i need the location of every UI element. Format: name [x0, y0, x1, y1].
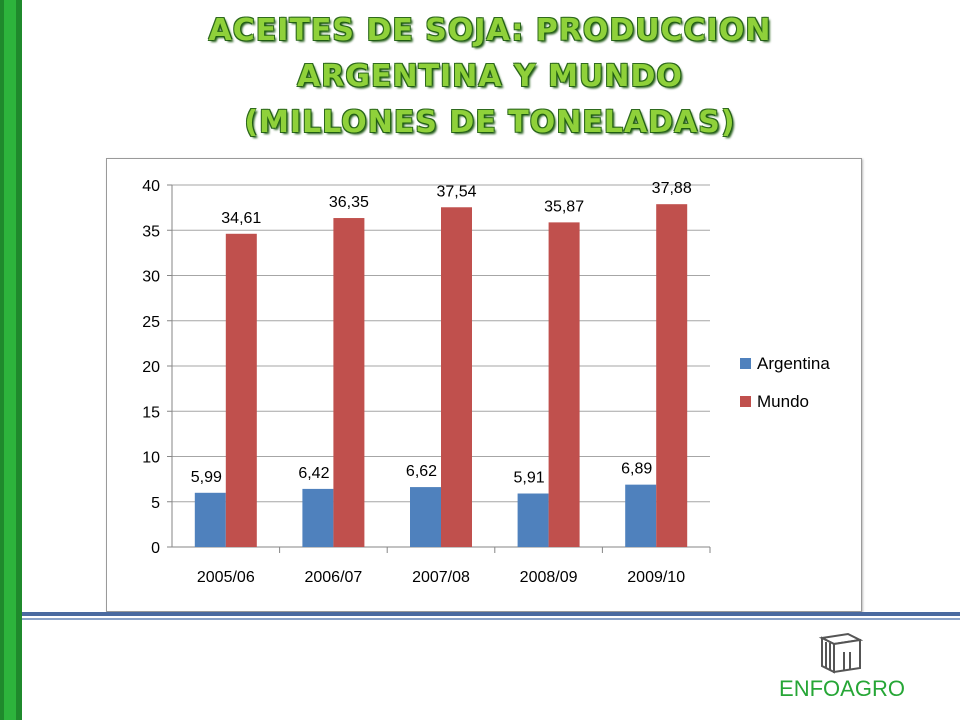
footer-rule [22, 612, 960, 616]
cube-icon [818, 632, 864, 674]
argentina-data-label: 5,91 [514, 470, 545, 487]
enfoagro-logo: ENFOAGRO [776, 630, 908, 710]
title-line-2: ARGENTINA Y MUNDO [297, 59, 683, 94]
y-tick-label: 25 [142, 314, 160, 331]
argentina-data-label: 5,99 [191, 469, 222, 486]
argentina-data-label: 6,42 [298, 465, 329, 482]
footer-rule-thin [22, 618, 960, 620]
x-tick-label: 2008/09 [520, 569, 578, 586]
argentina-bar [625, 484, 657, 547]
mundo-data-label: 35,87 [544, 198, 584, 215]
y-tick-label: 35 [142, 223, 160, 240]
title-line-3: (MILLONES DE TONELADAS) [244, 105, 736, 140]
chart-frame: 0 5 10 15 20 25 30 35 40 2005/06 5,99 34,61 2006/07 6… [106, 158, 862, 612]
mundo-bar [656, 204, 688, 547]
argentina-bar [194, 492, 226, 547]
argentina-bar [517, 493, 549, 547]
mundo-bar [225, 233, 257, 547]
legend-swatch-mundo [740, 396, 751, 407]
bar-chart: 0 5 10 15 20 25 30 35 40 2005/06 5,99 34,61 2006/07 6… [142, 178, 830, 586]
mundo-bar [333, 218, 365, 547]
mundo-bar [548, 222, 580, 547]
slide-title: ACEITES DE SOJA: PRODUCCION ARGENTINA Y … [120, 8, 860, 146]
mundo-data-label: 37,88 [652, 180, 692, 197]
mundo-data-label: 34,61 [221, 210, 261, 227]
argentina-bar [410, 487, 441, 547]
y-tick-label: 10 [142, 450, 160, 467]
title-line-1: ACEITES DE SOJA: PRODUCCION [208, 13, 772, 48]
x-tick-label: 2006/07 [304, 569, 362, 586]
mundo-data-label: 37,54 [436, 183, 476, 200]
mundo-data-label: 36,35 [329, 194, 369, 211]
left-accent-bar [0, 0, 22, 720]
y-tick-label: 0 [151, 540, 160, 557]
x-tick-label: 2009/10 [627, 569, 685, 586]
mundo-bar [441, 207, 472, 547]
x-tick-label: 2005/06 [197, 569, 255, 586]
argentina-data-label: 6,62 [406, 463, 437, 480]
logo-text: ENFOAGRO [779, 676, 905, 701]
y-tick-label: 40 [142, 178, 160, 195]
legend-swatch-argentina [740, 358, 751, 369]
x-tick-label: 2007/08 [412, 569, 470, 586]
y-tick-label: 20 [142, 359, 160, 376]
y-tick-label: 30 [142, 269, 160, 286]
left-accent-bar-inner [4, 0, 16, 720]
legend-label-argentina: Argentina [757, 354, 830, 373]
y-tick-label: 5 [151, 495, 160, 512]
legend-label-mundo: Mundo [757, 392, 809, 411]
argentina-data-label: 6,89 [621, 461, 652, 478]
argentina-bar [302, 488, 334, 547]
y-tick-label: 15 [142, 404, 160, 421]
